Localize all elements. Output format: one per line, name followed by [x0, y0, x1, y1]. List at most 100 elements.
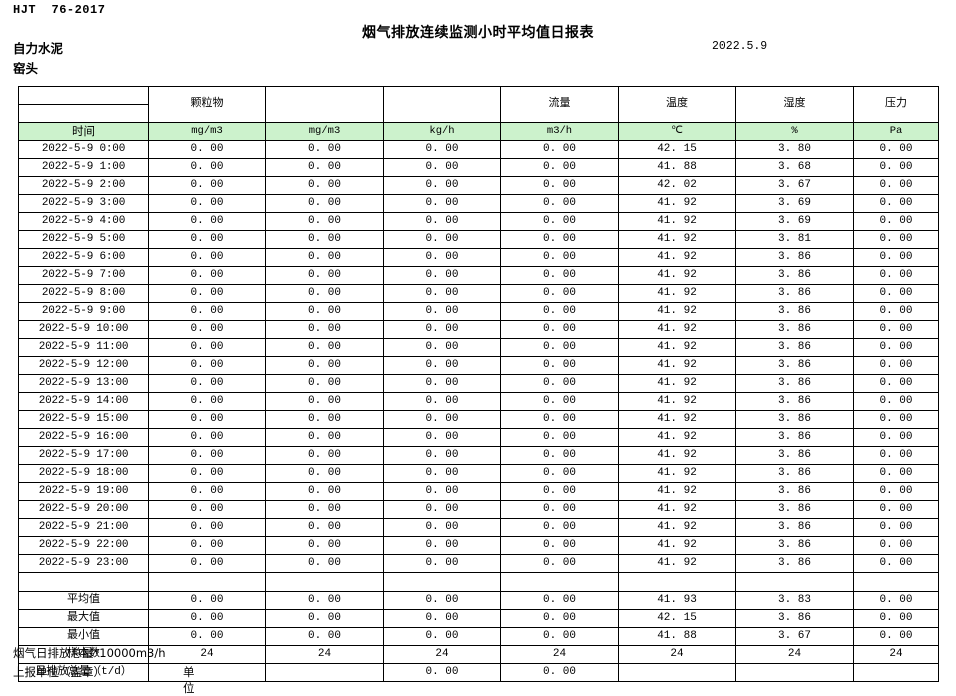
- cell-col7: 0. 00: [853, 140, 939, 159]
- cell-col1: 0. 00: [148, 356, 266, 375]
- cell-col5: 41. 92: [618, 446, 736, 465]
- cell-col1: 0. 00: [148, 518, 266, 537]
- monitoring-site-name: 窑头: [13, 61, 39, 76]
- spacer-cell: [735, 572, 854, 592]
- cell-col7: 0. 00: [853, 158, 939, 177]
- cell-summary-col5: 24: [618, 645, 736, 664]
- cell-col3: 0. 00: [383, 338, 501, 357]
- cell-col1: 0. 00: [148, 230, 266, 249]
- table-row: 2022-5-9 15:00 0. 00 0. 00 0. 00 0. 00 41. 92…: [18, 410, 939, 429]
- unit-header-row: 时间 mg/m3 mg/m3 kg/h m3/h ℃ % Pa: [18, 122, 939, 141]
- cell-col3: 0. 00: [383, 284, 501, 303]
- table-row: 2022-5-9 19:00 0. 00 0. 00 0. 00 0. 00 41. 92…: [18, 482, 939, 501]
- cell-time: 2022-5-9 17:00: [18, 446, 149, 465]
- cell-col2: 0. 00: [265, 338, 384, 357]
- cell-time: 2022-5-9 16:00: [18, 428, 149, 447]
- footer-unit-label: 单位: [183, 665, 195, 695]
- cell-col1: 0. 00: [148, 464, 266, 483]
- cell-time: 2022-5-9 12:00: [18, 356, 149, 375]
- cell-col3: 0. 00: [383, 248, 501, 267]
- cell-col3: 0. 00: [383, 212, 501, 231]
- cell-time: 2022-5-9 9:00: [18, 302, 149, 321]
- cell-col7: 0. 00: [853, 176, 939, 195]
- cell-summary-col5: 41. 88: [618, 627, 736, 646]
- cell-col4: 0. 00: [500, 446, 619, 465]
- cell-summary-col4: 0. 00: [500, 627, 619, 646]
- cell-col3: 0. 00: [383, 392, 501, 411]
- unit-header-col7: Pa: [853, 122, 939, 141]
- cell-time: 2022-5-9 13:00: [18, 374, 149, 393]
- param-header-col2: [265, 86, 384, 123]
- cell-col3: 0. 00: [383, 320, 501, 339]
- cell-col6: 3. 69: [735, 194, 854, 213]
- cell-col4: 0. 00: [500, 176, 619, 195]
- cell-col2: 0. 00: [265, 410, 384, 429]
- cell-col2: 0. 00: [265, 554, 384, 573]
- cell-col6: 3. 86: [735, 464, 854, 483]
- cell-col7: 0. 00: [853, 266, 939, 285]
- cell-time: 2022-5-9 15:00: [18, 410, 149, 429]
- cell-summary-col7: 0. 00: [853, 591, 939, 610]
- table-row: 2022-5-9 20:00 0. 00 0. 00 0. 00 0. 00 41. 92…: [18, 500, 939, 519]
- cell-col4: 0. 00: [500, 464, 619, 483]
- cell-col4: 0. 00: [500, 302, 619, 321]
- cell-summary-col4: 24: [500, 645, 619, 664]
- table-row: 2022-5-9 11:00 0. 00 0. 00 0. 00 0. 00 41. 92…: [18, 338, 939, 357]
- emission-report-table: 颗粒物 流量 温度 湿度 压力 时间 mg/m3 mg/m3 kg/h m3/h…: [18, 86, 939, 682]
- table-row: 2022-5-9 4:00 0. 00 0. 00 0. 00 0. 00 41. 92 3…: [18, 212, 939, 231]
- cell-col1: 0. 00: [148, 338, 266, 357]
- cell-col6: 3. 86: [735, 320, 854, 339]
- spacer-row: [18, 572, 939, 592]
- cell-col4: 0. 00: [500, 428, 619, 447]
- cell-summary-col7: 0. 00: [853, 627, 939, 646]
- cell-col4: 0. 00: [500, 158, 619, 177]
- cell-col7: 0. 00: [853, 230, 939, 249]
- report-table-container: 颗粒物 流量 温度 湿度 压力 时间 mg/m3 mg/m3 kg/h m3/h…: [18, 86, 939, 682]
- cell-summary-col6: 3. 86: [735, 609, 854, 628]
- cell-col6: 3. 86: [735, 374, 854, 393]
- report-date: 2022.5.9: [712, 40, 768, 53]
- corner-cell-top: [18, 86, 149, 105]
- cell-col7: 0. 00: [853, 446, 939, 465]
- cell-col6: 3. 86: [735, 446, 854, 465]
- cell-col4: 0. 00: [500, 500, 619, 519]
- cell-col1: 0. 00: [148, 428, 266, 447]
- cell-col1: 0. 00: [148, 176, 266, 195]
- cell-col2: 0. 00: [265, 140, 384, 159]
- unit-header-col2: mg/m3: [265, 122, 384, 141]
- table-row: 2022-5-9 21:00 0. 00 0. 00 0. 00 0. 00 41. 92…: [18, 518, 939, 537]
- cell-col2: 0. 00: [265, 446, 384, 465]
- cell-col5: 41. 92: [618, 194, 736, 213]
- cell-col5: 41. 92: [618, 428, 736, 447]
- cell-col1: 0. 00: [148, 212, 266, 231]
- table-row: 2022-5-9 1:00 0. 00 0. 00 0. 00 0. 00 41. 88 3…: [18, 158, 939, 177]
- cell-col1: 0. 00: [148, 410, 266, 429]
- table-row: 2022-5-9 2:00 0. 00 0. 00 0. 00 0. 00 42. 02 3…: [18, 176, 939, 195]
- table-row: 2022-5-9 10:00 0. 00 0. 00 0. 00 0. 00 41. 92…: [18, 320, 939, 339]
- cell-time: 2022-5-9 21:00: [18, 518, 149, 537]
- cell-col1: 0. 00: [148, 392, 266, 411]
- cell-col1: 0. 00: [148, 158, 266, 177]
- cell-col6: 3. 86: [735, 284, 854, 303]
- cell-col5: 41. 92: [618, 518, 736, 537]
- cell-col3: 0. 00: [383, 500, 501, 519]
- cell-summary-col1: 0. 00: [148, 609, 266, 628]
- cell-col2: 0. 00: [265, 284, 384, 303]
- cell-col2: 0. 00: [265, 248, 384, 267]
- cell-time: 2022-5-9 1:00: [18, 158, 149, 177]
- cell-col5: 42. 15: [618, 140, 736, 159]
- cell-col1: 0. 00: [148, 266, 266, 285]
- cell-col6: 3. 69: [735, 212, 854, 231]
- cell-col2: 0. 00: [265, 176, 384, 195]
- table-row: 2022-5-9 23:00 0. 00 0. 00 0. 00 0. 00 41. 92…: [18, 554, 939, 573]
- cell-col1: 0. 00: [148, 482, 266, 501]
- cell-col7: 0. 00: [853, 410, 939, 429]
- table-row: 2022-5-9 12:00 0. 00 0. 00 0. 00 0. 00 41. 92…: [18, 356, 939, 375]
- cell-col7: 0. 00: [853, 482, 939, 501]
- cell-summary-col2: 0. 00: [265, 609, 384, 628]
- corner-cell-bottom: [18, 104, 149, 123]
- cell-col5: 41. 92: [618, 266, 736, 285]
- cell-col7: 0. 00: [853, 212, 939, 231]
- cell-col6: 3. 80: [735, 140, 854, 159]
- standard-code-label: HJT 76-2017: [13, 3, 106, 17]
